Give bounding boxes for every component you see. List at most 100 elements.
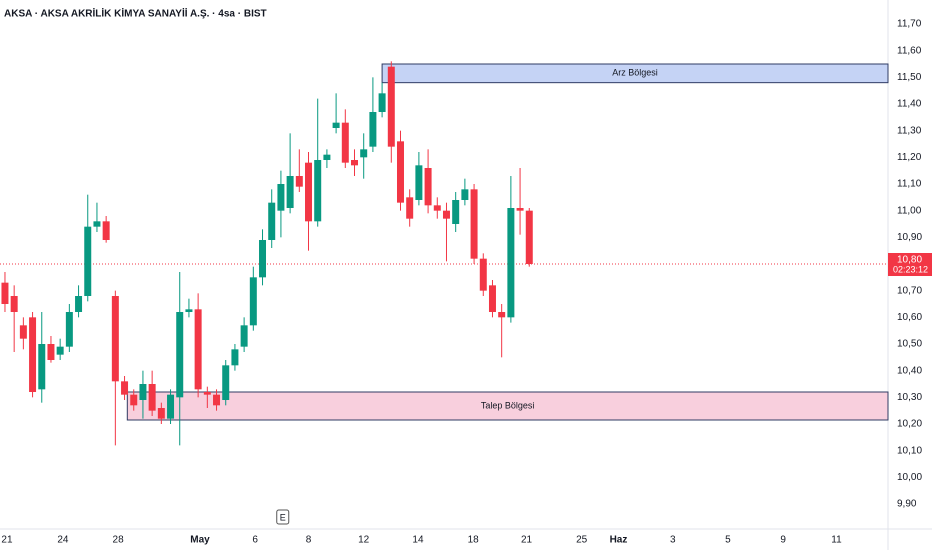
last-price-label: 10,80: [897, 255, 922, 266]
candle-body: [479, 258, 487, 291]
y-tick-label: 11,40: [897, 99, 922, 110]
candle-body: [341, 122, 349, 163]
candle-body: [387, 66, 395, 147]
candle-body: [1, 282, 9, 304]
last-price-badge: [888, 253, 932, 276]
candle-body: [75, 296, 83, 312]
candle-body: [314, 160, 322, 222]
x-tick-label: Haz: [610, 535, 628, 546]
zone-label: Talep Bölgesi: [481, 400, 535, 410]
candle-body: [406, 197, 414, 219]
x-tick-label: 18: [468, 535, 480, 546]
candle-body: [121, 381, 129, 395]
y-tick-label: 10,90: [897, 232, 922, 243]
candle-body: [84, 226, 92, 296]
candle-body: [222, 365, 230, 400]
candle-body: [516, 208, 524, 211]
x-tick-label: 9: [780, 535, 786, 546]
candle-body: [10, 296, 18, 312]
x-tick-label: May: [190, 535, 210, 546]
x-tick-label: 6: [252, 535, 258, 546]
y-tick-label: 10,60: [897, 312, 922, 323]
candle-body: [332, 122, 340, 128]
x-tick-label: 5: [725, 535, 731, 546]
x-tick-label: 28: [113, 535, 125, 546]
x-tick-label: 21: [1, 535, 13, 546]
x-tick-label: 25: [576, 535, 588, 546]
candle-body: [488, 285, 496, 312]
y-tick-label: 10,40: [897, 365, 922, 376]
candle-body: [286, 176, 294, 208]
candle-body: [369, 112, 377, 147]
candle-body: [240, 325, 248, 347]
y-tick-label: 10,30: [897, 392, 922, 403]
candle-body: [259, 240, 267, 278]
candle-body: [442, 210, 450, 219]
y-tick-label: 10,70: [897, 285, 922, 296]
y-tick-label: 11,70: [897, 19, 922, 30]
candle-body: [305, 162, 313, 222]
zone: [381, 63, 889, 84]
candle-body: [424, 168, 432, 206]
candle-body: [185, 309, 193, 312]
candle-body: [139, 384, 147, 400]
zone: [126, 391, 889, 421]
candle-body: [268, 202, 276, 240]
candle-body: [360, 149, 368, 158]
zone-label: Arz Bölgesi: [612, 68, 658, 78]
candle-body: [433, 205, 441, 211]
candle-body: [213, 394, 221, 406]
candle-body: [277, 184, 285, 211]
candle-body: [525, 210, 533, 264]
y-tick-label: 11,60: [897, 45, 922, 56]
candle-body: [38, 344, 46, 390]
y-tick-label: 9,90: [897, 499, 917, 510]
candle-body: [176, 312, 184, 398]
x-tick-label: 3: [670, 535, 676, 546]
candle-body: [65, 312, 73, 347]
candle-body: [93, 221, 101, 227]
candle-body: [29, 317, 37, 392]
x-tick-label: 11: [831, 535, 842, 546]
x-tick-label: 24: [57, 535, 69, 546]
candle-body: [452, 200, 460, 224]
candle-body: [231, 349, 239, 366]
chart-title: AKSA · AKSA AKRİLİK KİMYA SANAYİİ A.Ş. ·…: [4, 7, 267, 20]
candle-body: [157, 408, 165, 419]
candle-body: [194, 309, 202, 390]
candle-body: [498, 312, 506, 318]
y-tick-label: 11,20: [897, 152, 922, 163]
y-tick-label: 11,30: [897, 125, 922, 136]
candle-body: [249, 277, 257, 326]
candle-body: [415, 165, 423, 200]
candle-body: [148, 384, 156, 411]
y-tick-label: 11,50: [897, 72, 922, 83]
candle-body: [111, 296, 119, 382]
candle-body: [461, 189, 469, 200]
y-tick-label: 10,00: [897, 472, 922, 483]
candle-body: [470, 189, 478, 259]
y-tick-label: 10,20: [897, 419, 922, 430]
candle-body: [378, 93, 386, 112]
y-tick-label: 10,10: [897, 445, 922, 456]
event-badge: [276, 509, 290, 525]
countdown: 02:23:12: [893, 264, 928, 274]
candle-body: [351, 160, 358, 166]
x-tick-label: 14: [412, 535, 424, 546]
candle-body: [396, 141, 404, 203]
candle-body: [507, 208, 515, 318]
y-tick-label: 11,00: [897, 205, 922, 216]
x-tick-label: 8: [306, 535, 312, 546]
y-tick-label: 10,50: [897, 339, 922, 350]
x-tick-label: 21: [521, 535, 533, 546]
candle-body: [19, 325, 27, 339]
candle-body: [203, 392, 211, 395]
candle-body: [323, 154, 331, 160]
candle-body: [167, 394, 175, 419]
event-label: E: [280, 512, 286, 522]
candle-body: [56, 346, 64, 355]
candle-body: [102, 221, 110, 240]
candle-body: [295, 176, 303, 187]
candle-body: [47, 344, 55, 360]
y-tick-label: 11,10: [897, 179, 922, 190]
